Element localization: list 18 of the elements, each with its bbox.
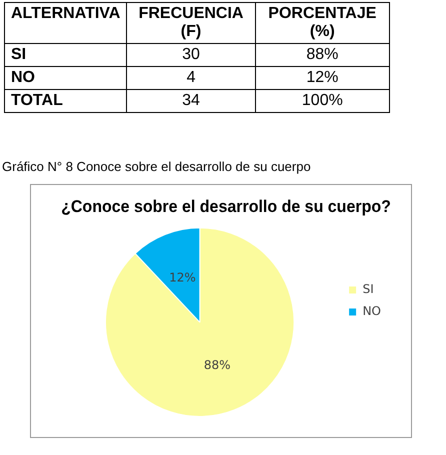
text: NO xyxy=(4,66,127,90)
text: 4 xyxy=(126,66,256,90)
text: 34 xyxy=(126,90,256,112)
chart-title: ¿Conoce sobre el desarrollo de su cuerpo? xyxy=(61,197,391,216)
text: ALTERNATIVA xyxy=(4,2,127,44)
legend-label: SI xyxy=(362,282,374,296)
text: 12% xyxy=(255,66,390,90)
text: SI xyxy=(4,44,127,66)
legend-label: NO xyxy=(362,304,381,318)
text: 88% xyxy=(255,44,390,66)
data-label: 88% xyxy=(204,358,230,372)
text: FRECUENCIA (F) xyxy=(126,2,256,44)
text: PORCENTAJE (%) xyxy=(255,2,390,44)
text: TOTAL xyxy=(4,90,127,112)
text: 30 xyxy=(126,44,256,66)
data-label: 12% xyxy=(169,270,196,284)
text: Gráfico N° 8 Conoce sobre el desarrollo de su cuerpo xyxy=(2,159,311,174)
text: 100% xyxy=(255,90,390,112)
